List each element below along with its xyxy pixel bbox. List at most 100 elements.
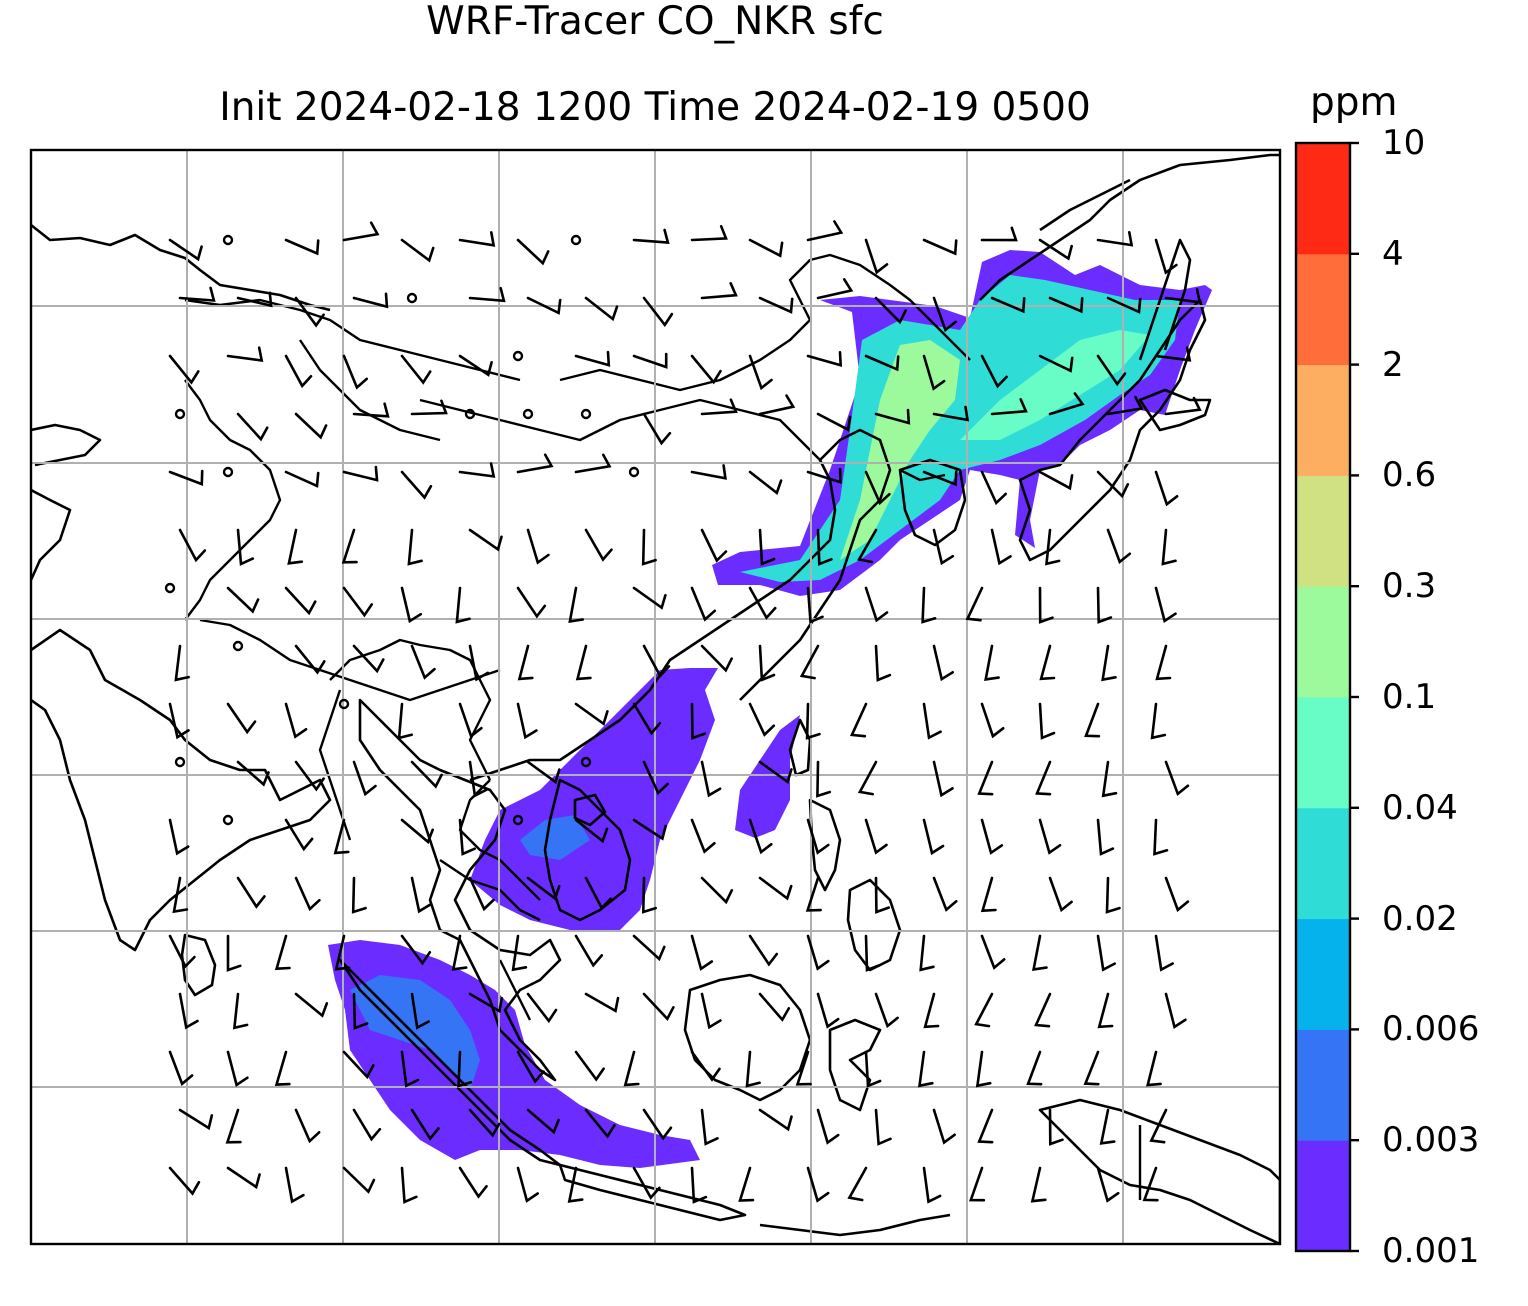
wind-barb — [849, 702, 868, 738]
wind-barb — [352, 644, 385, 674]
wind-barb — [623, 1050, 640, 1087]
wind-barb — [400, 818, 434, 845]
wind-barb — [342, 1166, 376, 1194]
wind-barb — [1154, 586, 1177, 623]
wind-barb — [642, 296, 674, 328]
coast-vietnam — [543, 778, 632, 922]
wind-barb — [700, 760, 722, 798]
wind-barb — [1164, 396, 1202, 416]
map-title-line1: WRF-Tracer CO_NKR sfc — [426, 0, 884, 44]
wind-barb — [274, 1050, 291, 1086]
wind-barb — [168, 818, 190, 856]
wind-barb — [847, 1166, 868, 1202]
wind-barb — [458, 354, 493, 377]
plume-north-east-inner — [840, 340, 960, 560]
coast-philippines-luzon — [808, 798, 842, 892]
wind-barb — [980, 702, 1005, 739]
wind-barb — [410, 644, 436, 680]
wind-barb — [516, 1050, 545, 1084]
wind-barb — [700, 876, 734, 905]
wind-barb — [932, 405, 970, 422]
wind-barb — [225, 1108, 242, 1144]
wind-barb — [864, 238, 889, 275]
wind-barb — [980, 818, 1004, 855]
wind-barb — [806, 818, 830, 855]
wind-barb — [1038, 470, 1074, 491]
plume-philippines-sea — [735, 715, 800, 838]
wind-barb — [690, 702, 707, 740]
wind-barb — [874, 876, 890, 914]
wind-barb — [1096, 1166, 1120, 1203]
wind-barb — [1048, 392, 1085, 416]
wind-barb — [410, 992, 430, 1030]
wind-barb — [632, 228, 670, 245]
wind-barb — [574, 453, 612, 474]
calm-wind-marker — [222, 466, 234, 478]
wind-barb — [980, 226, 1018, 242]
coast-russia-far-east — [979, 153, 1280, 301]
coast-hainan — [573, 793, 607, 827]
wind-barb — [1096, 231, 1134, 247]
wind-barb — [1048, 1108, 1064, 1146]
wind-barb — [526, 528, 550, 565]
wind-barb — [1038, 818, 1062, 855]
wind-barb — [584, 296, 619, 322]
wind-barb — [574, 934, 604, 968]
wind-barb — [919, 934, 935, 972]
wind-barb — [805, 702, 821, 740]
wind-barb — [516, 238, 550, 266]
wind-barb — [816, 412, 852, 432]
wind-barb — [236, 412, 269, 442]
wind-barb — [400, 238, 435, 263]
wind-barb — [526, 760, 561, 785]
wind-barb — [968, 1166, 986, 1202]
wind-barb — [632, 352, 668, 369]
wind-barb — [1099, 1108, 1116, 1145]
colorbar-tick-label: 0.3 — [1382, 566, 1437, 607]
wind-barb — [980, 934, 1006, 970]
wind-barb — [980, 876, 997, 913]
wind-barb — [806, 1166, 830, 1203]
wind-barb — [690, 225, 728, 242]
wind-barb — [468, 992, 504, 1014]
wind-barb — [284, 470, 320, 488]
wind-barb — [410, 760, 443, 789]
wind-barb — [1038, 354, 1074, 373]
wind-barb — [1142, 1166, 1159, 1202]
wind-barb — [352, 760, 377, 797]
wind-barb — [977, 1108, 994, 1144]
colorbar-segment — [1296, 253, 1350, 366]
wind-barb — [805, 876, 822, 912]
wind-barb — [232, 992, 249, 1030]
wind-barb — [748, 470, 783, 496]
calm-wind-marker — [580, 756, 592, 768]
wind-barb — [632, 934, 666, 962]
coast-china-south — [469, 428, 892, 782]
wind-barb — [568, 586, 584, 623]
wind-barb — [294, 644, 326, 675]
wind-barb — [806, 220, 844, 242]
wind-barb — [526, 876, 561, 901]
calm-wind-marker — [512, 350, 524, 362]
wind-barb — [922, 818, 945, 856]
wind-barb — [342, 354, 368, 390]
wind-barb — [1096, 354, 1127, 387]
wind-barb — [922, 702, 942, 740]
wind-barb — [516, 586, 547, 619]
wind-barb — [700, 398, 738, 416]
wind-barb — [690, 464, 727, 480]
calm-wind-marker — [174, 408, 186, 420]
wind-barb — [1154, 346, 1192, 362]
wind-barb — [864, 354, 900, 372]
wind-barb — [226, 1050, 249, 1087]
wind-barbs — [164, 220, 1202, 1204]
coast-timor-line — [759, 1213, 951, 1237]
wind-barb — [1164, 876, 1190, 913]
wind-barb — [748, 238, 784, 258]
wind-barb — [1106, 296, 1142, 314]
wind-barb — [922, 354, 946, 391]
wind-barb — [468, 876, 495, 912]
wind-barb — [932, 876, 958, 912]
wind-barb — [1154, 934, 1174, 972]
